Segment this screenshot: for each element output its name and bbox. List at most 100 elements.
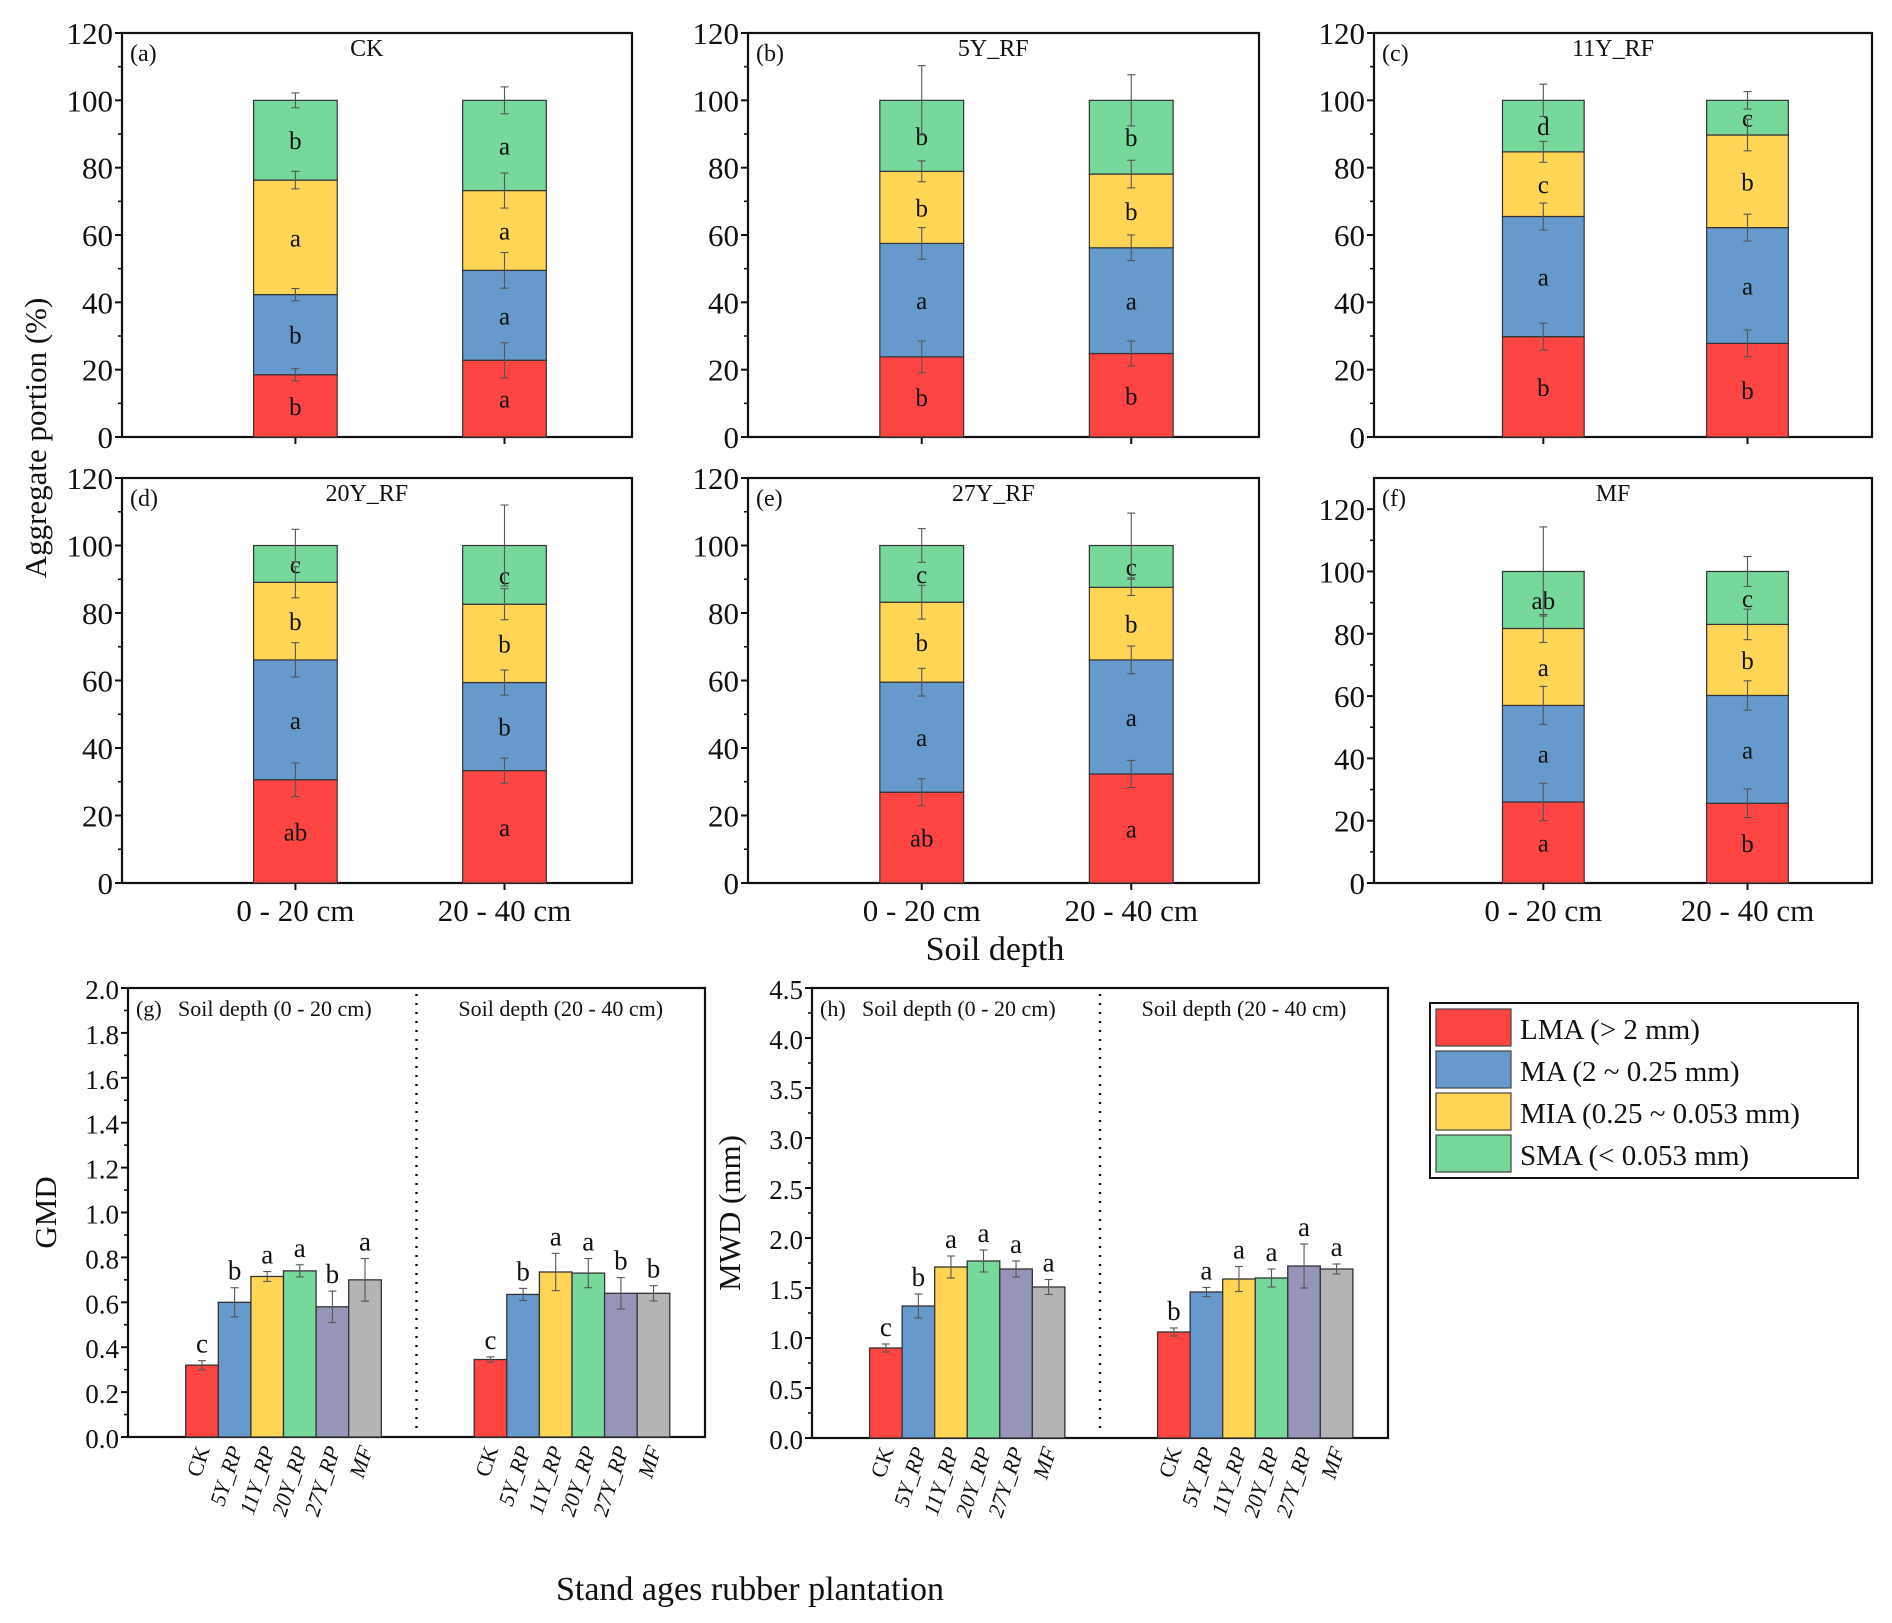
legend-label-ma: MA (2 ~ 0.25 mm) — [1520, 1056, 1740, 1088]
y-tick-label: 120 — [1319, 16, 1366, 51]
panel-title: 20Y_RF — [325, 481, 408, 507]
x-tick-label: MF — [632, 1442, 666, 1481]
y-tick-label: 0 — [98, 866, 114, 901]
significance-letter: c — [485, 1325, 497, 1355]
significance-letter: b — [289, 323, 302, 350]
y-tick-label: 0.5 — [769, 1375, 803, 1405]
x-tick-label: 20 - 40 cm — [1681, 893, 1814, 928]
significance-letter: b — [912, 1262, 926, 1292]
y-tick-label: 20 — [708, 353, 739, 388]
significance-letter: b — [915, 630, 928, 657]
significance-letter: a — [582, 1227, 594, 1257]
x-tick-label: MF — [1315, 1443, 1349, 1482]
y-tick-label: 20 — [82, 799, 113, 834]
significance-letter: a — [1331, 1232, 1343, 1262]
bar-ck — [473, 1358, 508, 1438]
legend-label-lma: LMA (> 2 mm) — [1520, 1014, 1700, 1046]
y-tick-label: 2.5 — [769, 1175, 803, 1205]
panel-label: (c) — [1382, 41, 1409, 67]
significance-letter: a — [1538, 742, 1549, 769]
bar-27y-rp — [1287, 1265, 1321, 1439]
bar-11y-rp — [1222, 1278, 1256, 1439]
panel-title: 11Y_RF — [1572, 36, 1654, 62]
y-tick-label: 80 — [1334, 151, 1365, 186]
y-tick-label: 80 — [708, 596, 739, 631]
y-tick-label: 100 — [693, 83, 740, 118]
significance-letter: b — [498, 715, 511, 742]
bar-11y-rp — [250, 1275, 285, 1438]
significance-letter: c — [290, 552, 301, 579]
significance-letter: b — [614, 1246, 628, 1276]
y-tick-label: 0 — [98, 420, 114, 455]
chart-panel-g: 0.0 0.2 0.4 0.6 0.8 1.0 1.2 1.4 1.6 1.8 2.0 (g) GMD S… — [28, 975, 707, 1519]
significance-letter: a — [294, 1233, 306, 1263]
y-tick-label: 1.0 — [769, 1325, 803, 1355]
bar-11y-rp — [538, 1271, 573, 1438]
panel-title: MF — [1596, 481, 1631, 507]
y-tick-label: 100 — [1319, 554, 1366, 589]
plot-frame — [120, 476, 634, 885]
significance-letter: ab — [284, 819, 308, 846]
y-tick-label: 20 — [1334, 353, 1365, 388]
y-tick-label: 1.5 — [769, 1275, 803, 1305]
y-tick-label: 120 — [693, 16, 740, 51]
y-tick-label: 40 — [82, 285, 113, 320]
bar-5y-rp — [1189, 1291, 1224, 1439]
panel-label: (g) — [136, 996, 162, 1021]
y-tick-label: 0 — [724, 420, 740, 455]
significance-letter: a — [1538, 265, 1549, 292]
significance-letter: b — [1125, 383, 1138, 410]
y-tick-label: 20 — [1334, 804, 1365, 839]
bar-segment-ma — [1706, 694, 1789, 804]
bar-segment-lma — [252, 374, 338, 438]
chart-panel-f: 0 20 40 60 80 100 120 (f) MF 0 - 20 cm a a a a b 20 - 4… — [1319, 476, 1874, 928]
y-tick-label: 80 — [82, 596, 113, 631]
significance-letter: c — [196, 1329, 208, 1359]
y-tick-label: 1.4 — [85, 1110, 119, 1140]
y-tick-label: 60 — [82, 664, 113, 699]
y-tick-label: 1.0 — [85, 1200, 119, 1230]
y-tick-label: 1.6 — [85, 1065, 119, 1095]
significance-letter: a — [978, 1218, 990, 1248]
bar-segment-lma — [1706, 342, 1789, 438]
shared-xlabel-stand-ages: Stand ages rubber plantation — [556, 1571, 944, 1608]
plot-frame — [746, 476, 1261, 885]
y-tick-label: 80 — [1334, 617, 1365, 652]
bar-mf — [1031, 1286, 1066, 1439]
significance-letter: a — [499, 218, 510, 245]
significance-letter: b — [326, 1259, 340, 1289]
y-tick-label: 100 — [1319, 83, 1366, 118]
significance-letter: b — [1125, 199, 1138, 226]
bar-segment-lma — [879, 791, 965, 884]
significance-letter: d — [1537, 114, 1550, 141]
y-tick-label: 0.0 — [769, 1425, 803, 1455]
significance-letter: a — [1126, 289, 1137, 316]
x-tick-label: 0 - 20 cm — [1484, 893, 1602, 928]
y-tick-label: 4.0 — [769, 1025, 803, 1055]
bar-ck — [185, 1364, 219, 1438]
y-tick-label: 40 — [1334, 285, 1365, 320]
x-tick-label: MF — [344, 1442, 378, 1481]
significance-letter: b — [228, 1256, 242, 1286]
panel-title: CK — [350, 36, 384, 62]
y-tick-label: 0 — [724, 866, 740, 901]
significance-letter: b — [289, 609, 302, 636]
y-tick-label: 80 — [82, 151, 113, 186]
y-tick-label: 120 — [67, 461, 114, 496]
bar-segment-ma — [1088, 659, 1174, 775]
bar-mf — [1319, 1268, 1354, 1439]
y-tick-label: 0.6 — [85, 1289, 119, 1319]
panel-title: 27Y_RF — [952, 481, 1035, 507]
bar-segment-sma — [252, 99, 338, 181]
bar-20y-rp — [282, 1270, 317, 1438]
y-tick-label: 100 — [67, 83, 114, 118]
significance-letter: a — [1010, 1229, 1022, 1259]
bar-5y-rp — [506, 1293, 541, 1438]
shared-xlabel-soil-depth: Soil depth — [926, 931, 1065, 968]
y-tick-label: 3.0 — [769, 1125, 803, 1155]
y-axis-label: MWD (mm) — [712, 1135, 747, 1291]
plot-frame — [746, 31, 1261, 439]
significance-letter: b — [647, 1254, 661, 1284]
